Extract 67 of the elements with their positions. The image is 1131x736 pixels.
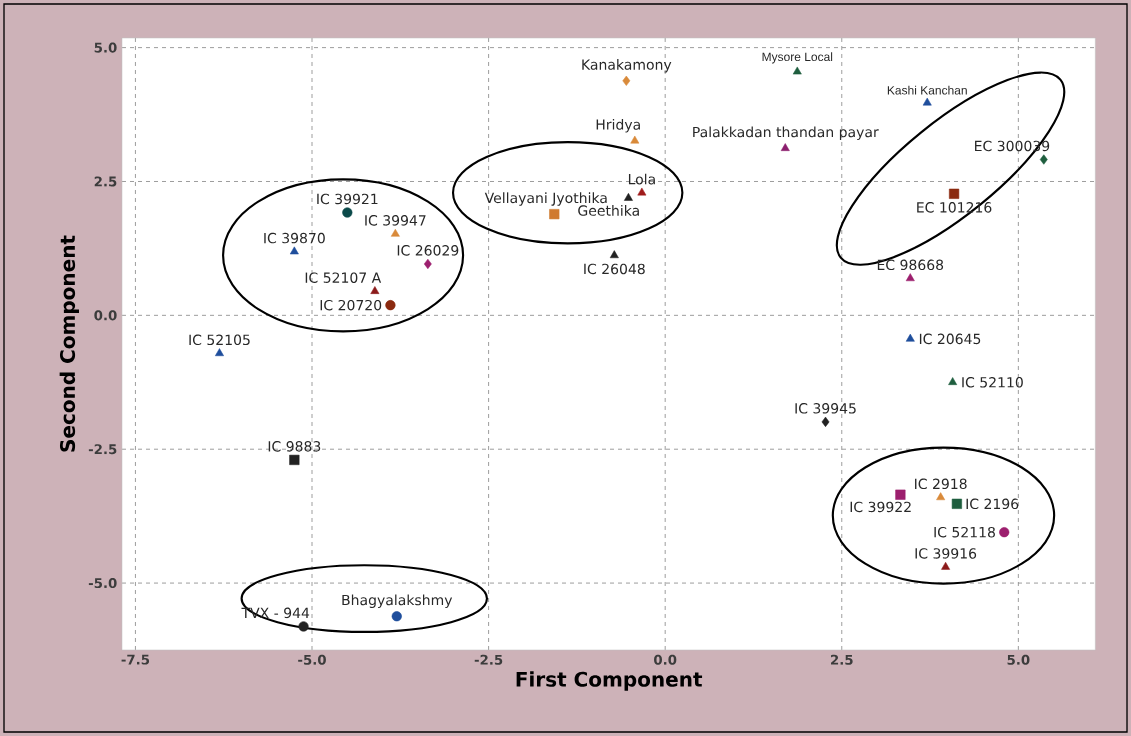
y-tick-label: -2.5 [88,444,117,455]
y-tick-label: 5.0 [94,42,117,53]
x-tick-label: 2.5 [831,654,853,665]
series-label: Lola [628,173,655,185]
series-label: IC 39921 [317,193,378,205]
point [549,209,560,220]
point [391,611,402,622]
series-label: IC 52105 [189,334,250,346]
point [609,250,619,259]
series-label: Bhagyalakshmy [342,594,453,608]
y-tick-label: -5.0 [88,578,117,589]
y-tick-label: 2.5 [94,176,117,187]
point [941,561,951,570]
point [215,348,224,357]
series-label: IC 2196 [966,498,1019,510]
point [637,187,647,196]
point [390,228,400,237]
x-tick-label: -5.0 [298,654,326,665]
point [905,273,915,282]
series-label: Hridya [596,118,640,133]
x-tick-label: 0.0 [654,654,677,665]
series-label: Mysore Local [762,52,833,64]
series-label: IC 52107 A [305,272,382,283]
x-tick-label: -7.5 [121,654,150,665]
series-label: Kanakamony [582,59,672,73]
point [298,621,309,632]
series-label: IC 9883 [268,441,321,452]
point [936,492,946,501]
point [385,300,396,311]
point [999,527,1010,538]
series-label: Geethika [578,205,639,216]
point [624,193,633,201]
series-label: IC 26048 [584,263,645,275]
series-label: Palakkadan thandan payar [693,126,879,141]
point [905,333,915,342]
point [370,286,380,294]
series-label: IC 39945 [795,403,856,414]
series-label: IC 52118 [934,526,995,538]
point [630,135,640,144]
point [780,143,790,151]
series-label: IC 52110 [962,376,1023,388]
series-label: IC 20645 [919,333,981,345]
x-tick-label: -2.5 [474,654,503,665]
point [895,489,906,500]
series-label: IC 39922 [850,501,911,513]
point [342,207,353,218]
point [289,454,300,465]
point [792,66,802,75]
series-label: IC 39870 [264,232,325,244]
x-axis-title: First Component [516,671,703,691]
series-label: IC 2918 [915,478,967,490]
x-tick-label: 5.0 [1007,654,1030,665]
series-label: IC 39947 [365,215,426,226]
point [951,498,962,509]
point [948,377,958,385]
y-axis-title: Second Component [59,235,79,452]
series-label: EC 98668 [877,259,944,271]
series-label: IC 39916 [915,548,977,559]
point [622,75,631,86]
series-label: Kashi Kanchan [887,85,967,95]
point [289,246,299,255]
series-label: IC 26029 [397,245,459,256]
series-label: IC 20720 [320,299,382,311]
y-tick-label: 0.0 [94,310,117,321]
point [821,416,830,427]
series-label: Vellayani Jyothika [484,192,607,206]
point [423,258,432,270]
